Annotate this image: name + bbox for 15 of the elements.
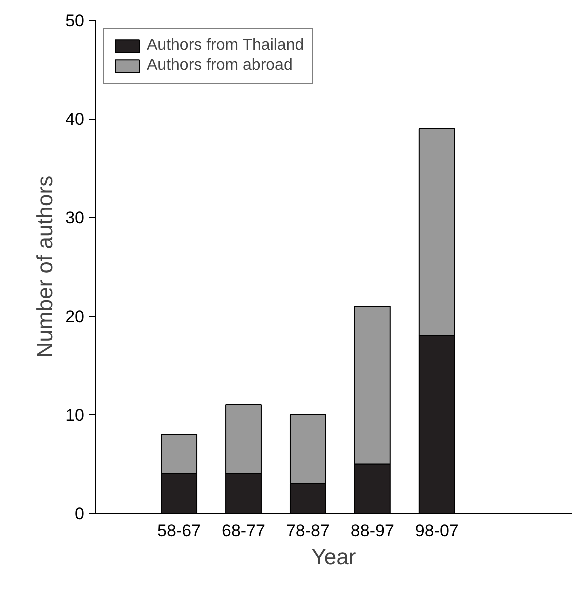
y-tick-label: 40 <box>66 110 85 130</box>
x-tick-label: 68-77 <box>222 522 266 540</box>
legend-label: Authors from abroad <box>147 57 293 75</box>
y-tick-label: 30 <box>66 208 85 228</box>
x-tick-label: 98-07 <box>415 522 459 540</box>
y-axis-title: Number of authors <box>32 176 58 358</box>
x-tick-label: 78-87 <box>286 522 330 540</box>
x-axis-title: Year <box>312 544 356 570</box>
y-tick-label: 0 <box>75 504 85 524</box>
legend-label: Authors from Thailand <box>147 37 304 55</box>
y-tick-label: 20 <box>66 307 85 326</box>
y-tick-label: 50 <box>66 12 85 30</box>
x-tick-label: 88-97 <box>350 522 394 540</box>
y-tick-label: 10 <box>66 406 85 425</box>
x-tick-label: 58-67 <box>158 522 202 540</box>
